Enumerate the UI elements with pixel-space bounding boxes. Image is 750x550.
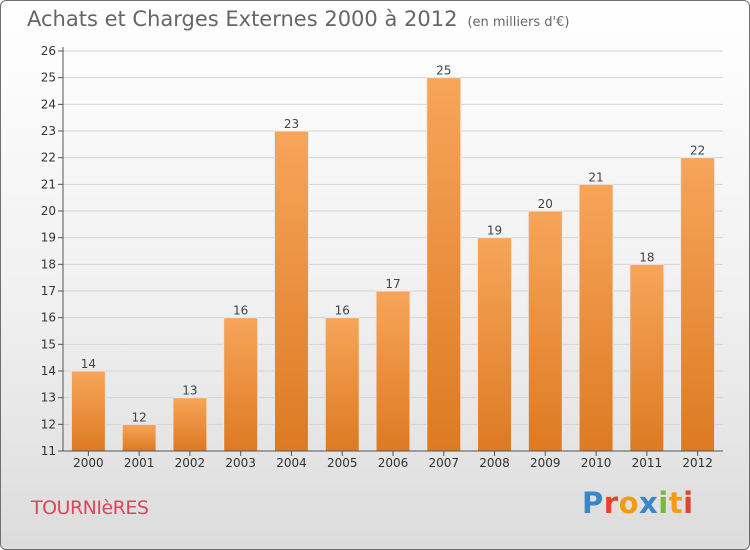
bar bbox=[70, 370, 106, 452]
y-tick-label: 26 bbox=[41, 44, 56, 58]
bar bbox=[121, 423, 157, 452]
x-tick-label: 2007 bbox=[428, 456, 459, 470]
bar-value-label: 19 bbox=[487, 224, 502, 238]
bar-value-label: 23 bbox=[284, 117, 299, 131]
y-tick-label: 18 bbox=[41, 257, 56, 271]
bar-value-label: 17 bbox=[385, 277, 400, 291]
data-labels: 14 12 13 16 23 16 17 25 19 20 21 18 22 bbox=[81, 64, 706, 425]
y-tick-label: 21 bbox=[41, 177, 56, 191]
bar-value-label: 16 bbox=[335, 304, 350, 318]
logo-letter: i bbox=[658, 486, 669, 520]
y-tick-label: 19 bbox=[41, 231, 56, 245]
y-tick-label: 14 bbox=[41, 364, 56, 378]
logo-letter: t bbox=[668, 486, 684, 520]
bar bbox=[273, 130, 309, 452]
x-tick-label: 2004 bbox=[276, 456, 307, 470]
logo-letter: r bbox=[603, 486, 619, 520]
x-tick-label: 2006 bbox=[378, 456, 409, 470]
x-tick-label: 2001 bbox=[124, 456, 155, 470]
y-tick-label: 20 bbox=[41, 204, 56, 218]
logo-letter: o bbox=[618, 486, 640, 520]
commune-name: TOURNIèRES bbox=[31, 497, 149, 519]
bar bbox=[477, 237, 513, 452]
bar-value-label: 16 bbox=[233, 304, 248, 318]
y-tick-label: 12 bbox=[41, 417, 56, 431]
axes: 11 12 13 14 15 16 17 18 19 20 21 22 23 24 25 26 2000 2001… bbox=[41, 44, 723, 470]
bar bbox=[629, 263, 665, 452]
bar bbox=[172, 397, 208, 452]
y-tick-label: 22 bbox=[41, 151, 56, 165]
logo-letter: P bbox=[582, 486, 604, 520]
x-tick-label: 2005 bbox=[327, 456, 358, 470]
logo-letter: x bbox=[639, 486, 659, 520]
x-tick-label: 2011 bbox=[632, 456, 663, 470]
y-tick-label: 25 bbox=[41, 71, 56, 85]
y-tick-label: 13 bbox=[41, 391, 56, 405]
proxiti-logo[interactable]: Proxiti bbox=[582, 486, 694, 520]
x-tick-label: 2012 bbox=[682, 456, 713, 470]
bar bbox=[680, 157, 716, 452]
bar bbox=[426, 77, 462, 452]
bar bbox=[578, 183, 614, 452]
x-tick-label: 2003 bbox=[225, 456, 256, 470]
bar-value-label: 21 bbox=[588, 170, 603, 184]
bar-value-label: 12 bbox=[132, 410, 147, 424]
y-tick-label: 17 bbox=[41, 284, 56, 298]
y-tick-label: 15 bbox=[41, 337, 56, 351]
bar-value-label: 14 bbox=[81, 357, 96, 371]
chart-title-group: Achats et Charges Externes 2000 à 2012 (e… bbox=[27, 7, 569, 31]
chart-title: Achats et Charges Externes 2000 à 2012 bbox=[27, 7, 458, 31]
chart-unit: (en milliers d'€) bbox=[467, 15, 570, 30]
bars bbox=[70, 77, 716, 452]
bar-value-label: 13 bbox=[182, 384, 197, 398]
bar bbox=[375, 290, 411, 452]
bar-value-label: 20 bbox=[538, 197, 553, 211]
x-tick-label: 2002 bbox=[175, 456, 206, 470]
bar bbox=[223, 317, 259, 452]
bar bbox=[527, 210, 563, 452]
bar-value-label: 25 bbox=[436, 64, 451, 78]
bar-value-label: 18 bbox=[639, 250, 654, 264]
x-tick-label: 2009 bbox=[530, 456, 561, 470]
x-tick-label: 2008 bbox=[479, 456, 510, 470]
y-tick-label: 11 bbox=[41, 444, 56, 458]
logo-letter: i bbox=[683, 486, 694, 520]
y-tick-label: 16 bbox=[41, 311, 56, 325]
bar bbox=[324, 317, 360, 452]
x-tick-label: 2010 bbox=[581, 456, 612, 470]
x-tick-label: 2000 bbox=[73, 456, 104, 470]
bar-value-label: 22 bbox=[690, 144, 705, 158]
y-tick-label: 24 bbox=[41, 97, 56, 111]
y-tick-label: 23 bbox=[41, 124, 56, 138]
